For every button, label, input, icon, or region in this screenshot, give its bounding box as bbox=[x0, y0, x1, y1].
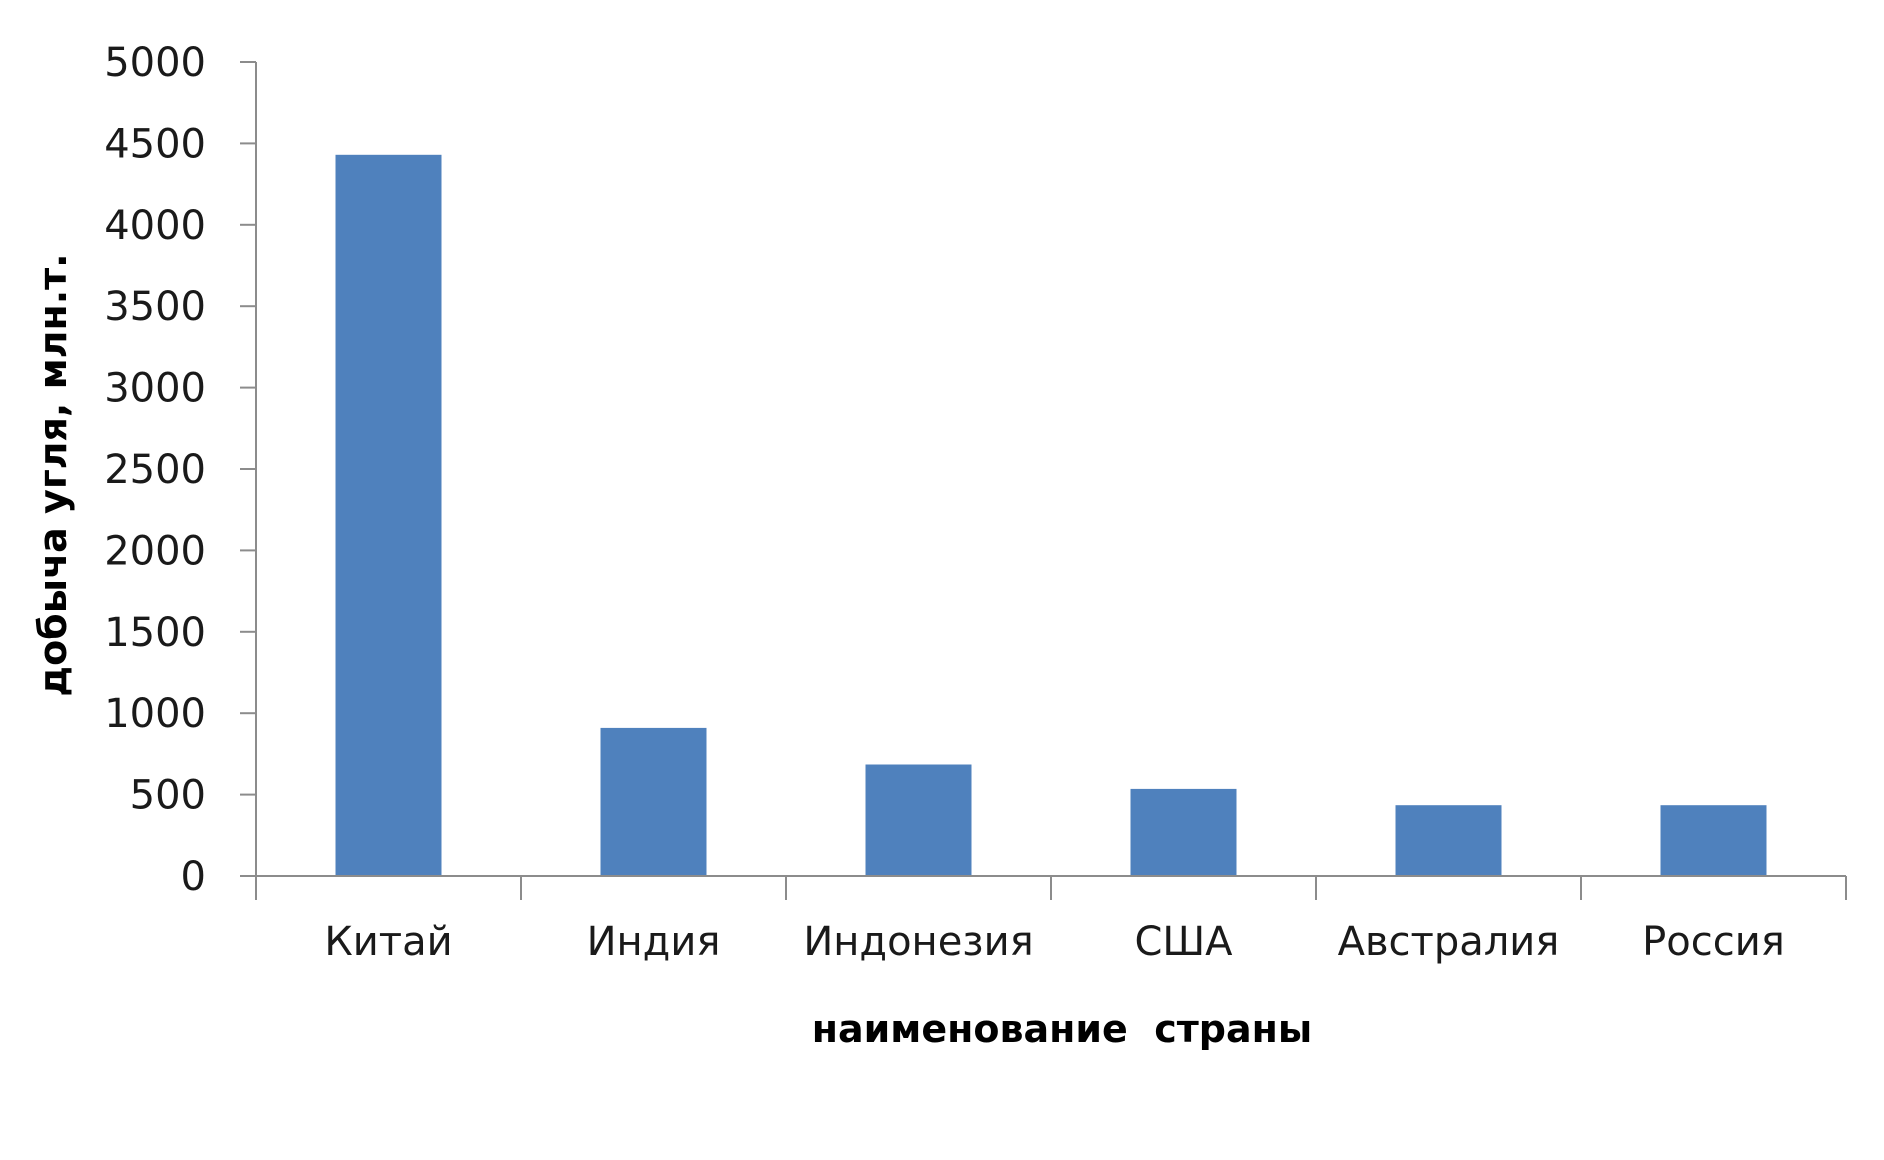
y-tick-label: 0 bbox=[181, 854, 206, 900]
bar-1 bbox=[600, 727, 707, 876]
y-axis-title: добыча угля, млн.т. bbox=[31, 253, 75, 696]
x-category-label: Индия bbox=[587, 919, 721, 965]
y-tick-label: 4000 bbox=[104, 203, 206, 249]
bars-layer bbox=[335, 154, 1767, 877]
y-tick-labels: 0 500 1000 1500 2000 2500 3000 3500 4000 4500 5000 bbox=[104, 40, 256, 900]
x-category-label: Индонезия bbox=[803, 919, 1033, 965]
x-axis-title: наименование страны bbox=[812, 1007, 1313, 1051]
x-category-labels: Китай Индия Индонезия США Австралия Россия bbox=[324, 919, 1784, 965]
y-tick-label: 5000 bbox=[104, 40, 206, 86]
x-category-label: США bbox=[1134, 919, 1233, 965]
bar-3 bbox=[1130, 788, 1237, 876]
x-category-label: Россия bbox=[1642, 919, 1785, 965]
y-tick-label: 2500 bbox=[104, 447, 206, 493]
bar-4 bbox=[1395, 805, 1502, 876]
y-tick-label: 500 bbox=[130, 773, 206, 819]
bar-5 bbox=[1660, 805, 1767, 876]
y-tick-label: 3000 bbox=[104, 366, 206, 412]
y-tick-label: 1500 bbox=[104, 610, 206, 656]
y-tick-label: 4500 bbox=[104, 121, 206, 167]
bar-2 bbox=[865, 764, 972, 876]
axes-layer bbox=[255, 62, 1847, 900]
y-tick-label: 3500 bbox=[104, 284, 206, 330]
x-category-label: Китай bbox=[324, 919, 452, 965]
bar-0 bbox=[335, 154, 442, 877]
y-tick-label: 1000 bbox=[104, 691, 206, 737]
y-tick-label: 2000 bbox=[104, 528, 206, 574]
x-category-label: Австралия bbox=[1338, 919, 1560, 965]
